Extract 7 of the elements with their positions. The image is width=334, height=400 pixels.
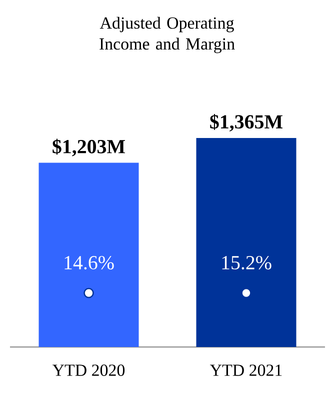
x-tick-label: YTD 2021 bbox=[210, 364, 282, 376]
x-tick-label: YTD 2020 bbox=[52, 364, 125, 376]
annotation: 14.6% bbox=[64, 256, 114, 270]
annotation: 15.2% bbox=[222, 256, 272, 270]
data-label: $1,365M bbox=[210, 114, 282, 132]
chart-title: Adjusted Operating Income and Margin bbox=[100, 16, 235, 54]
data-label: $1,203M bbox=[52, 138, 125, 156]
